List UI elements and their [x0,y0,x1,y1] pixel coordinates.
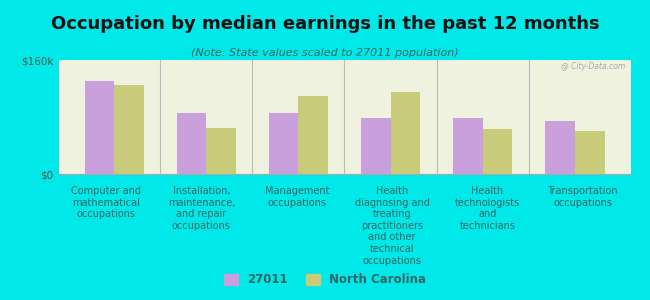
Bar [114,85,144,174]
Legend: 27011, North Carolina: 27011, North Carolina [219,269,431,291]
Bar [177,113,206,174]
Text: Transportation
occupations: Transportation occupations [547,186,618,208]
Bar [453,118,483,174]
Text: Occupation by median earnings in the past 12 months: Occupation by median earnings in the pas… [51,15,599,33]
Bar [575,131,604,174]
Text: Management
occupations: Management occupations [265,186,329,208]
Text: Health
technologists
and
technicians: Health technologists and technicians [455,186,520,231]
Bar [545,121,575,174]
Bar [361,118,391,174]
Text: @ City-Data.com: @ City-Data.com [560,62,625,71]
Bar [298,96,328,174]
Bar [269,113,298,174]
Text: (Note: State values scaled to 27011 population): (Note: State values scaled to 27011 popu… [191,48,459,58]
Text: Health
diagnosing and
treating
practitioners
and other
technical
occupations: Health diagnosing and treating practitio… [355,186,430,266]
Text: Installation,
maintenance,
and repair
occupations: Installation, maintenance, and repair oc… [168,186,235,231]
Text: Computer and
mathematical
occupations: Computer and mathematical occupations [71,186,141,219]
Bar [483,129,512,174]
Bar [84,81,114,174]
Bar [391,92,420,174]
Bar [206,128,236,174]
